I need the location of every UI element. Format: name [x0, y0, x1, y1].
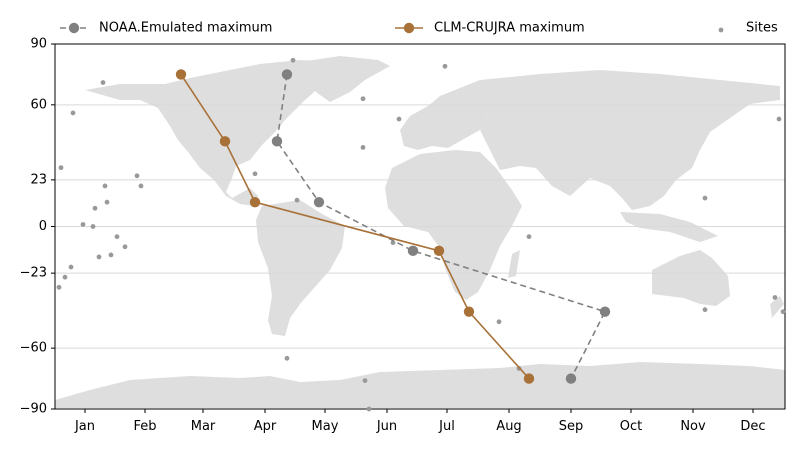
x-tick-label: May: [312, 419, 339, 434]
site-point: [526, 234, 532, 240]
legend: NOAA.Emulated maximum CLM-CRUJRA maximum S…: [60, 21, 778, 36]
site-point: [70, 110, 76, 116]
y-tick-label: −90: [20, 402, 47, 417]
site-point: [138, 183, 144, 189]
data-point-noaa: [313, 196, 325, 208]
x-tick-label: Oct: [620, 419, 642, 434]
land-new-zealand: [770, 296, 784, 318]
site-point: [90, 224, 96, 229]
data-point-noaa: [565, 373, 577, 384]
site-point: [780, 309, 786, 315]
site-point: [362, 378, 368, 384]
site-point: [122, 244, 128, 250]
x-tick-label: Jul: [438, 419, 455, 434]
data-point-noaa: [407, 245, 419, 257]
x-tick-label: Dec: [740, 419, 765, 434]
legend-item-sites: Sites: [718, 21, 778, 36]
x-tick-label: Aug: [496, 419, 521, 434]
site-point: [102, 183, 108, 189]
site-point: [252, 171, 258, 177]
data-point-noaa: [271, 136, 283, 147]
site-point: [96, 254, 102, 260]
site-point: [396, 116, 402, 122]
site-point: [92, 205, 98, 211]
y-tick-label: 23: [30, 172, 47, 187]
site-point: [104, 199, 110, 205]
site-point: [360, 145, 366, 150]
x-tick-label: Jun: [376, 419, 397, 434]
x-tick-label: Feb: [133, 419, 156, 434]
x-tick-label: Jan: [74, 419, 95, 434]
series-sites: [56, 57, 786, 412]
data-point-clm: [433, 245, 445, 257]
data-point-noaa: [599, 306, 611, 317]
land-japan: [684, 124, 706, 156]
site-point: [776, 116, 782, 122]
land-south-america: [256, 200, 345, 336]
legend-item-clm: CLM-CRUJRA maximum: [395, 21, 585, 36]
site-point: [80, 222, 86, 227]
site-point: [702, 195, 708, 201]
legend-label: CLM-CRUJRA maximum: [434, 21, 585, 36]
x-tick-label: Nov: [680, 419, 706, 434]
data-point-clm: [249, 196, 261, 208]
x-tick-label: Apr: [254, 419, 277, 434]
legend-marker: [68, 22, 80, 34]
y-tick-label: 90: [30, 37, 47, 52]
series-line-noaa: [276, 74, 607, 379]
site-point: [294, 197, 300, 203]
y-tick-label: −23: [20, 266, 47, 281]
land-africa: [385, 150, 522, 300]
site-point: [496, 319, 502, 325]
y-tick-label: 0: [39, 219, 47, 234]
legend-marker: [403, 22, 415, 34]
site-point: [442, 63, 448, 69]
land-europe: [400, 86, 490, 150]
site-point: [290, 57, 296, 63]
series-clm: [175, 69, 535, 384]
land-antarctica: [55, 362, 785, 408]
x-tick-label: Sep: [559, 419, 584, 434]
series-line-clm: [180, 73, 530, 380]
site-point: [284, 355, 290, 361]
site-point: [62, 274, 68, 280]
site-point: [702, 307, 708, 313]
site-point: [100, 80, 106, 85]
data-point-clm: [175, 69, 187, 80]
site-point: [114, 234, 120, 240]
world-map-background: [55, 56, 785, 408]
site-point: [360, 96, 366, 102]
data-point-clm: [219, 136, 231, 147]
site-point: [108, 252, 114, 258]
land-north-america: [85, 60, 335, 206]
land-greenland: [300, 56, 390, 102]
site-point: [366, 406, 372, 412]
site-point: [58, 165, 64, 171]
land-madagascar: [508, 250, 520, 278]
y-tick-label: 60: [30, 97, 47, 112]
site-point: [56, 284, 62, 290]
axes: 90 60 23 0 −23 −60 −90 Jan Feb Mar Apr May Jun Jul Aug…: [20, 37, 766, 435]
site-point: [68, 264, 74, 270]
legend-marker: [718, 27, 724, 33]
y-tick-label: −60: [20, 341, 47, 356]
gridlines: [55, 104, 785, 349]
series: [56, 57, 786, 412]
land-australia: [652, 250, 730, 306]
legend-label: NOAA.Emulated maximum: [99, 21, 272, 36]
site-point: [772, 295, 778, 300]
legend-item-noaa: NOAA.Emulated maximum: [60, 21, 272, 36]
legend-label: Sites: [746, 21, 778, 36]
site-point: [390, 240, 396, 246]
data-point-clm: [463, 306, 475, 317]
data-point-clm: [523, 373, 535, 384]
x-tick-label: Mar: [191, 419, 216, 434]
data-point-noaa: [281, 69, 293, 80]
site-point: [134, 173, 140, 179]
series-noaa: [271, 69, 611, 384]
